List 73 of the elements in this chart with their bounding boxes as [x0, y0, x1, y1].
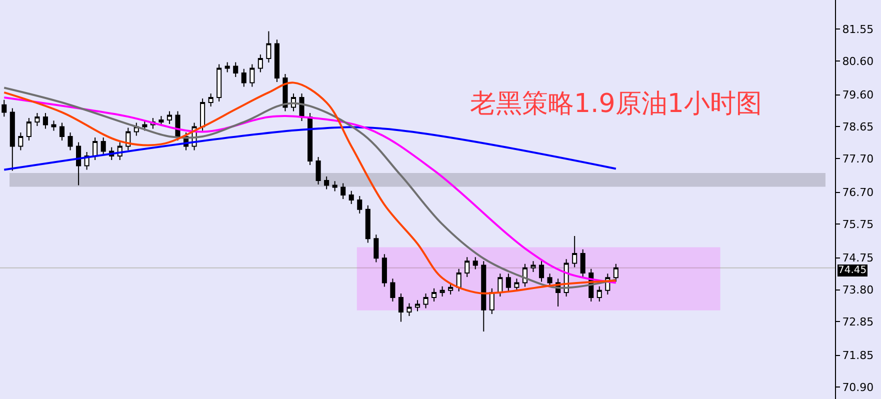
- y-tick-label: 81.55: [842, 23, 874, 36]
- candlestick: [233, 62, 238, 78]
- candlestick: [423, 292, 428, 309]
- candlestick: [414, 300, 420, 312]
- candlestick: [448, 282, 454, 295]
- y-tick-label: 71.85: [842, 349, 874, 362]
- candlestick: [348, 190, 354, 205]
- candlestick: [572, 235, 578, 268]
- candlestick: [68, 132, 73, 151]
- candlestick: [472, 256, 478, 270]
- candlestick: [398, 292, 404, 322]
- candlestick: [530, 260, 536, 272]
- candlestick: [76, 142, 82, 186]
- candlestick: [332, 180, 338, 192]
- candlestick: [489, 288, 494, 314]
- candlestick: [200, 98, 206, 132]
- candlestick: [538, 260, 544, 282]
- candlestick: [26, 117, 32, 142]
- candlestick: [308, 112, 313, 166]
- candlestick: [274, 39, 280, 83]
- candlestick: [357, 195, 362, 214]
- candlestick: [208, 92, 214, 108]
- candlestick: [365, 204, 370, 244]
- candlestick: [10, 108, 15, 172]
- candlestick: [481, 260, 486, 332]
- candlestick: [18, 132, 24, 151]
- candlestick: [42, 112, 48, 130]
- y-tick-label: 78.65: [842, 120, 874, 134]
- candlestick: [241, 68, 246, 88]
- candlestick: [324, 176, 330, 190]
- candlestick: [580, 248, 586, 278]
- candlestick: [382, 254, 387, 288]
- y-tick-label: 74.75: [842, 252, 874, 265]
- candlestick: [59, 122, 65, 142]
- candlestick: [390, 278, 396, 302]
- candlestick: [166, 110, 172, 125]
- candlestick: [100, 136, 106, 156]
- candlestick: [340, 182, 346, 200]
- candlestick: [440, 286, 445, 297]
- candlestick: [92, 136, 98, 160]
- y-tick-label: 80.60: [842, 55, 874, 68]
- y-tick-label: 72.85: [842, 316, 874, 329]
- candlestick: [506, 273, 511, 292]
- candlestick: [547, 273, 552, 288]
- text: 老黑策略1.9原油1小时图: [470, 89, 762, 119]
- candlestick: [216, 64, 222, 102]
- candlestick: [613, 263, 618, 282]
- candlestick: [464, 256, 470, 278]
- candlestick: [456, 268, 462, 292]
- candlestick: [34, 112, 40, 127]
- candlestick: [224, 62, 230, 73]
- candlestick: [406, 302, 412, 316]
- candlestick: [316, 156, 321, 186]
- y-tick-label: 76.70: [842, 186, 874, 200]
- candlestick: [498, 273, 503, 297]
- y-tick-label: 75.75: [842, 218, 874, 232]
- candlestick: [432, 288, 437, 302]
- candlestick: [514, 278, 520, 292]
- candlestick: [266, 30, 272, 64]
- candlestick: [250, 64, 255, 88]
- candlestick: [175, 110, 180, 142]
- candlestick: [596, 286, 602, 302]
- candlestick: [158, 115, 164, 127]
- candlestick: [258, 54, 263, 73]
- y-tick-label: 79.60: [842, 88, 874, 102]
- candlestick: [2, 99, 7, 118]
- y-tick-label: 73.80: [842, 284, 874, 297]
- candlestick: [142, 120, 148, 132]
- ref-line-label: 74.45: [838, 265, 867, 276]
- y-tick-label: 70.90: [842, 381, 874, 394]
- candlestick: [51, 120, 56, 132]
- y-tick-label: 77.70: [842, 152, 874, 166]
- candlestick: [374, 234, 379, 263]
